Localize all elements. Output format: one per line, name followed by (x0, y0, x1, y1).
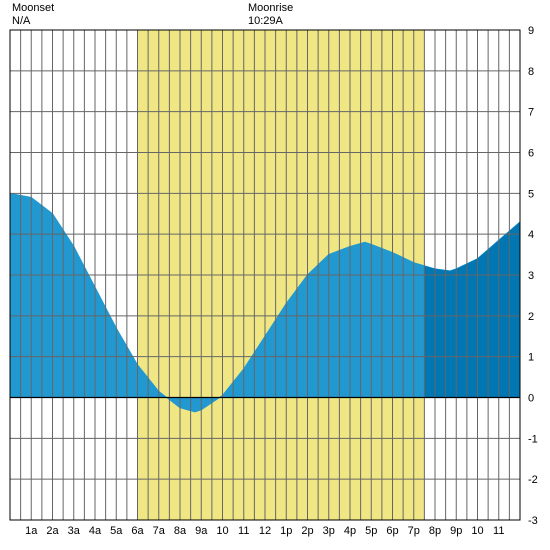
x-tick-label: 6a (131, 525, 144, 537)
tide-chart-svg: 1a2a3a4a5a6a7a8a9a1011121p2p3p4p5p6p7p8p… (0, 0, 550, 550)
x-tick-label: 12 (259, 525, 271, 537)
x-tick-label: 8a (174, 525, 187, 537)
x-tick-label: 7p (408, 525, 420, 537)
x-tick-label: 9p (450, 525, 462, 537)
x-tick-label: 2a (46, 525, 59, 537)
x-tick-label: 11 (238, 525, 249, 537)
x-tick-label: 7a (153, 525, 166, 537)
x-tick-label: 1p (280, 525, 292, 537)
y-tick-label: -3 (528, 515, 538, 527)
x-tick-label: 5a (110, 525, 123, 537)
moonrise-value: 10:29A (248, 15, 293, 28)
moonset-title: Moonset (12, 2, 54, 15)
y-tick-label: -2 (528, 474, 538, 486)
y-tick-label: 5 (528, 188, 534, 200)
y-tick-label: 1 (528, 352, 534, 364)
tide-chart: Moonset N/A Moonrise 10:29A 1a 2a 3a 4a 5a 6a… (0, 0, 550, 550)
y-tick-label: 0 (528, 393, 534, 405)
x-tick-label: 4p (344, 525, 356, 537)
x-tick-label: 3p (323, 525, 335, 537)
x-tick-label: 3a (68, 525, 81, 537)
moonset-value: N/A (12, 15, 54, 28)
x-tick-label: 11 (493, 525, 504, 537)
y-tick-label: 4 (528, 229, 534, 241)
x-tick-label: 2p (301, 525, 313, 537)
x-tick-label: 9a (195, 525, 208, 537)
x-tick-label: 10 (471, 525, 483, 537)
moonrise-label-block: Moonrise 10:29A (248, 2, 293, 28)
x-tick-label: 5p (365, 525, 377, 537)
moonset-label-block: Moonset N/A (12, 2, 54, 28)
y-tick-label: 8 (528, 66, 534, 78)
y-tick-label: 6 (528, 148, 534, 160)
x-tick-label: 6p (386, 525, 398, 537)
y-tick-label: -1 (528, 433, 538, 445)
x-tick-label: 10 (216, 525, 228, 537)
y-tick-label: 2 (528, 311, 534, 323)
y-tick-label: 3 (528, 270, 534, 282)
x-tick-label: 4a (89, 525, 102, 537)
y-tick-label: 9 (528, 25, 534, 37)
moonrise-title: Moonrise (248, 2, 293, 15)
y-tick-label: 7 (528, 107, 534, 119)
x-tick-label: 8p (429, 525, 441, 537)
x-tick-label: 1a (25, 525, 38, 537)
